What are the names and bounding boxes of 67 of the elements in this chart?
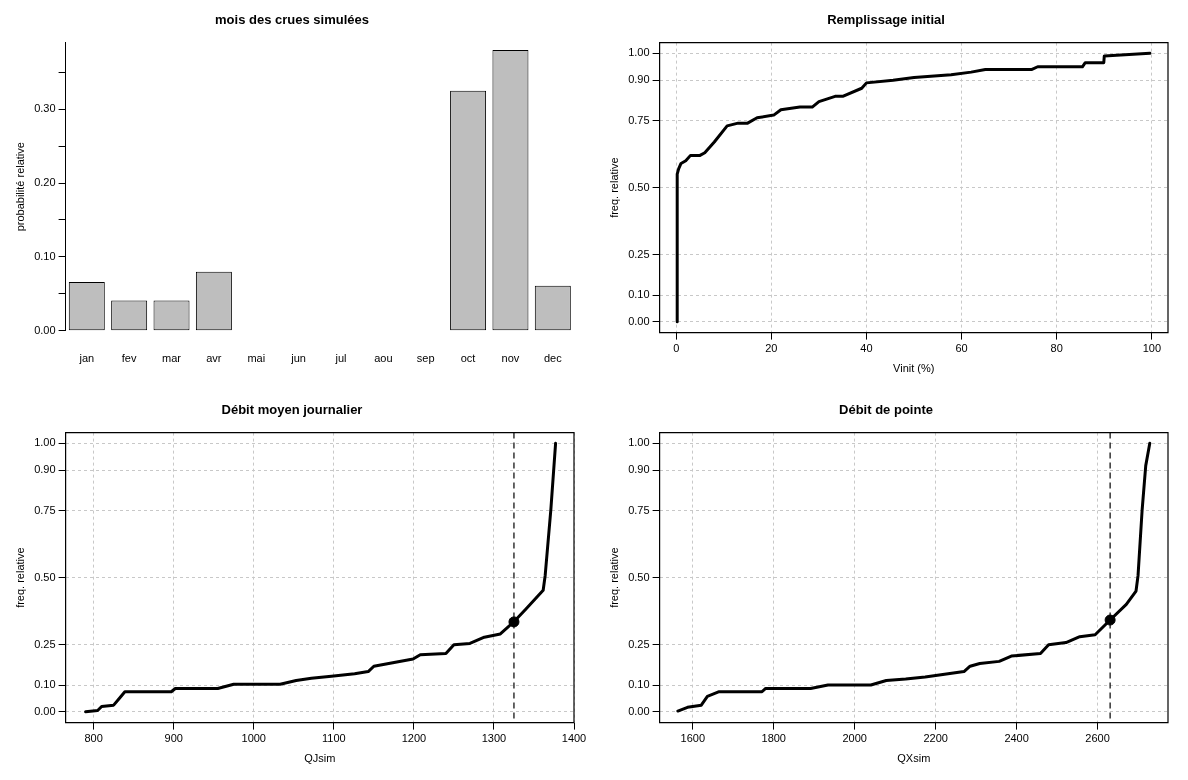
y-tick-label: 0.30 (34, 102, 56, 115)
x-tick-label: avr (206, 352, 222, 365)
y-axis-title: freq. relative (607, 157, 620, 218)
y-tick-label: 0.10 (628, 288, 650, 301)
x-tick-label: jul (334, 352, 347, 365)
x-tick-label: 20 (765, 342, 778, 355)
x-tick-label: 900 (164, 732, 183, 745)
y-axis-title: freq. relative (607, 547, 620, 608)
y-tick-label: 0.90 (34, 463, 56, 476)
x-tick-label: 0 (673, 342, 680, 355)
y-tick-label: 0.10 (34, 249, 56, 262)
x-tick-label: 800 (84, 732, 103, 745)
y-axis-title: probabilité relative (13, 142, 26, 232)
x-tick-label: 1300 (481, 732, 507, 745)
y-tick-label: 0.00 (628, 704, 650, 717)
x-tick-label: 1400 (561, 732, 587, 745)
y-tick-label: 0.00 (628, 314, 650, 327)
x-tick-label: 2400 (1004, 732, 1029, 745)
x-tick-label: oct (460, 352, 476, 365)
x-tick-label: 1100 (321, 732, 346, 745)
y-tick-label: 0.10 (34, 678, 56, 691)
x-tick-label: 40 (860, 342, 873, 355)
x-axis-title: Vinit (%) (893, 362, 935, 375)
x-axis-title: QJsim (304, 752, 336, 765)
chart-title: Remplissage initial (827, 12, 945, 28)
y-tick-label: 0.10 (628, 678, 650, 691)
y-tick-label: 1.00 (628, 46, 650, 59)
y-tick-label: 0.25 (628, 247, 650, 260)
x-axis-title: QXsim (897, 752, 931, 765)
x-tick-label: fev (121, 352, 137, 365)
x-tick-label: 80 (1050, 342, 1063, 355)
chart-title: Débit de pointe (839, 402, 933, 418)
x-tick-label: 1600 (680, 732, 706, 745)
y-tick-label: 0.20 (34, 176, 56, 189)
x-tick-label: aou (374, 352, 393, 365)
y-tick-label: 0.00 (34, 323, 56, 336)
y-tick-label: 0.25 (628, 637, 650, 650)
x-tick-label: 2600 (1085, 732, 1110, 745)
y-tick-label: 0.25 (34, 637, 56, 650)
x-tick-label: 1200 (401, 732, 427, 745)
x-tick-label: 1800 (761, 732, 786, 745)
y-tick-label: 0.00 (34, 704, 56, 717)
y-axis-title: freq. relative (13, 547, 26, 608)
chart-title: Débit moyen journalier (221, 402, 363, 418)
x-tick-label: jan (78, 352, 95, 365)
y-tick-label: 0.90 (628, 73, 650, 86)
x-tick-label: dec (543, 352, 563, 365)
y-tick-label: 0.90 (628, 463, 650, 476)
x-tick-label: 2200 (923, 732, 948, 745)
y-tick-label: 0.75 (628, 113, 650, 126)
x-tick-label: 100 (1142, 342, 1162, 355)
x-tick-label: sep (416, 352, 435, 365)
y-tick-label: 0.50 (628, 570, 650, 583)
x-tick-label: 1000 (241, 732, 266, 745)
y-tick-label: 0.75 (628, 503, 650, 516)
x-tick-label: mai (247, 352, 266, 365)
y-tick-label: 1.00 (34, 436, 56, 449)
x-tick-label: mar (162, 352, 182, 365)
y-tick-label: 0.50 (34, 570, 56, 583)
x-tick-label: 60 (955, 342, 968, 355)
chart-title: mois des crues simulées (215, 12, 369, 28)
y-tick-label: 1.00 (628, 436, 650, 449)
x-tick-label: nov (501, 352, 520, 365)
y-tick-label: 0.75 (34, 503, 56, 516)
x-tick-label: 2000 (842, 732, 867, 745)
x-tick-label: jun (290, 352, 306, 365)
y-tick-label: 0.50 (628, 180, 650, 193)
